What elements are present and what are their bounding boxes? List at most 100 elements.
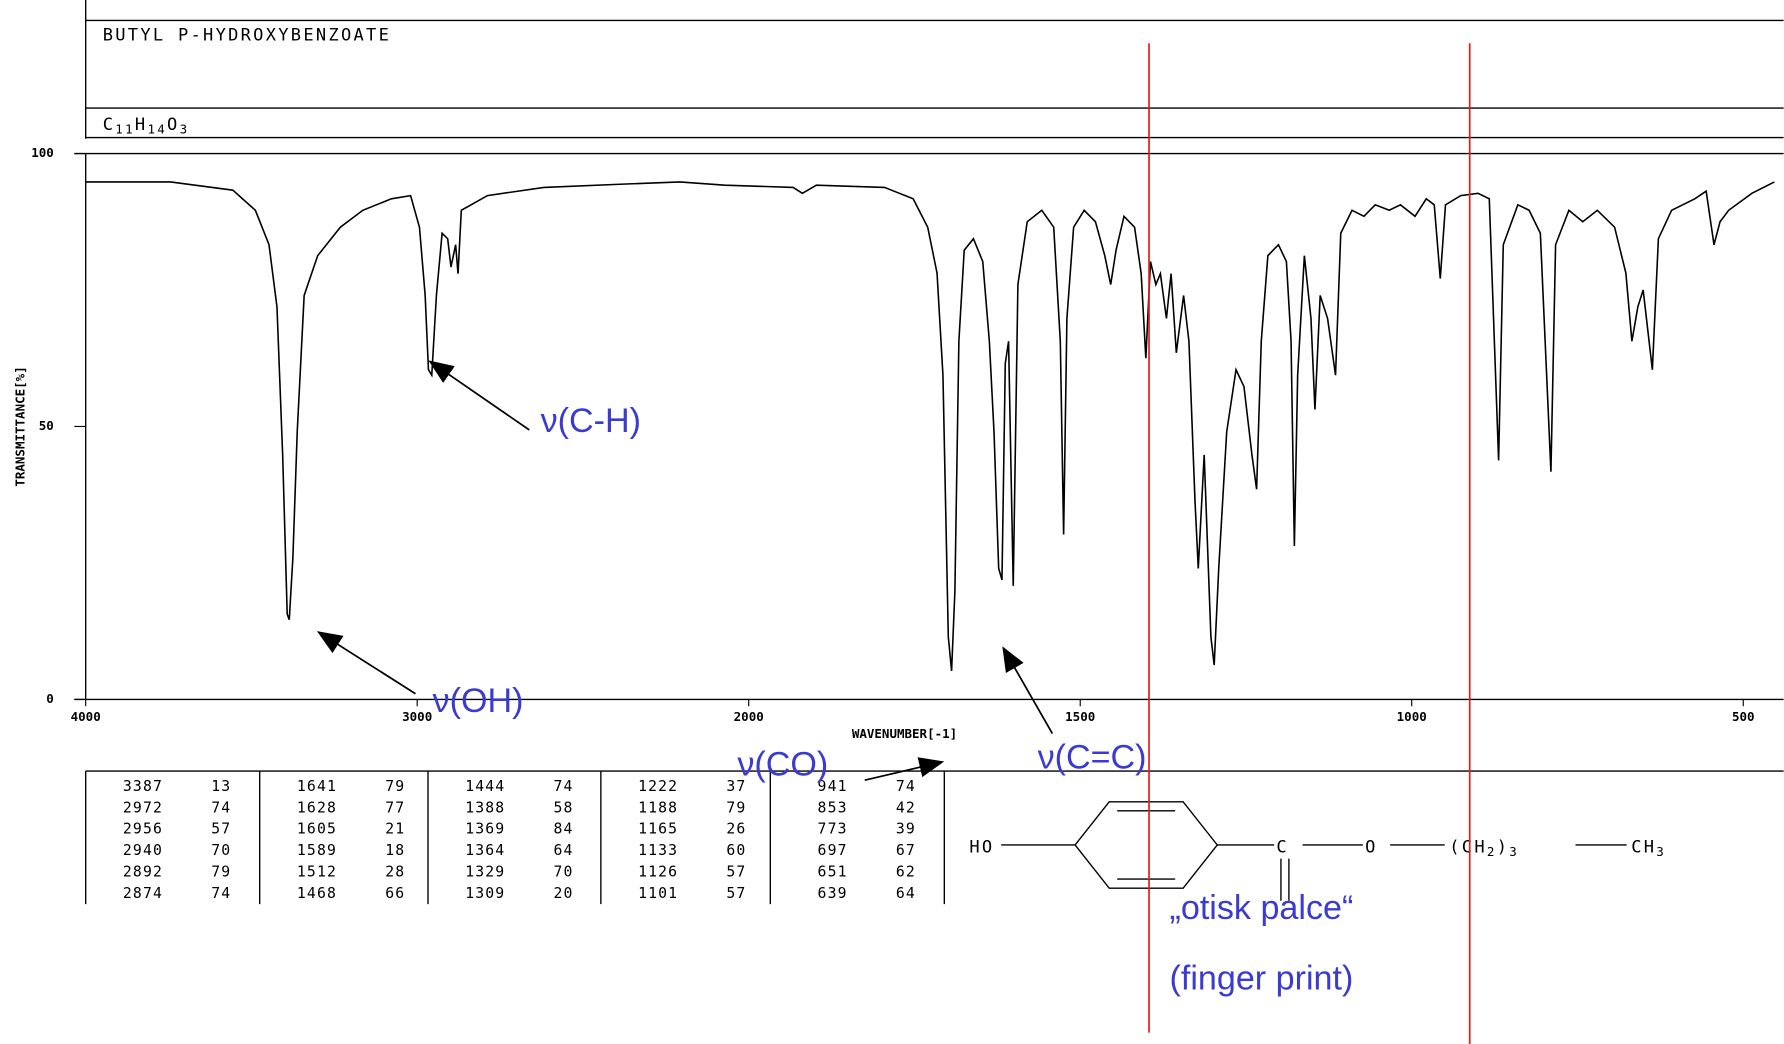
table-cell: 66 bbox=[385, 885, 405, 902]
table-cell: 1222 bbox=[638, 778, 678, 795]
y-tick-label: 100 bbox=[31, 145, 54, 160]
peak-table: 3387 13 1641 79 1444 74 1222 37 941 74 2972 74 1628 7… bbox=[85, 770, 1784, 905]
structure-part: ) bbox=[1497, 837, 1510, 857]
annotation: (finger print) bbox=[1169, 959, 1353, 997]
table-cell: 2956 bbox=[123, 821, 163, 838]
table-cell: 2972 bbox=[123, 799, 163, 816]
table-cell: 64 bbox=[896, 885, 916, 902]
table-cell: 74 bbox=[211, 799, 231, 816]
x-tick-label: 1000 bbox=[1397, 709, 1427, 724]
annotation: ν(CO) bbox=[737, 746, 828, 784]
y-tick-label: 50 bbox=[39, 418, 54, 433]
table-cell: 1329 bbox=[465, 864, 505, 881]
structure: HO C O (CH2)3 CH3 bbox=[969, 801, 1666, 901]
table-cell: 1589 bbox=[297, 842, 337, 859]
structure-sub: 3 bbox=[1509, 843, 1519, 858]
table-cell: 1468 bbox=[297, 885, 337, 902]
compound-name: BUTYL P-HYDROXYBENZOATE bbox=[103, 25, 391, 45]
x-tick-label: 4000 bbox=[71, 709, 101, 724]
formula-part: H bbox=[135, 115, 148, 135]
annotation: ν(C=C) bbox=[1038, 739, 1147, 777]
y-axis-label: TRANSMITTANCE[%] bbox=[12, 366, 27, 486]
structure-part: CH bbox=[1631, 837, 1656, 857]
table-cell: 74 bbox=[896, 778, 916, 795]
table-cell: 1641 bbox=[297, 778, 337, 795]
arrow bbox=[1002, 646, 1054, 734]
structure-sub: 2 bbox=[1487, 843, 1497, 858]
annotation: „otisk palce“ bbox=[1169, 889, 1353, 927]
x-tick-label: 2000 bbox=[734, 709, 764, 724]
table-cell: 64 bbox=[554, 842, 574, 859]
table-cell: 42 bbox=[896, 799, 916, 816]
table-cell: 1101 bbox=[638, 885, 678, 902]
table-cell: 2892 bbox=[123, 864, 163, 881]
formula-sub: 11 bbox=[115, 121, 135, 136]
table-cell: 639 bbox=[818, 885, 848, 902]
table-cell: 1444 bbox=[465, 778, 505, 795]
table-cell: 62 bbox=[896, 864, 916, 881]
table-cell: 79 bbox=[385, 778, 405, 795]
spectrum-line bbox=[85, 181, 1775, 672]
header: BUTYL P-HYDROXYBENZOATE C11H14O3 bbox=[85, 0, 1784, 139]
table-cell: 1388 bbox=[465, 799, 505, 816]
y-tick-label: 0 bbox=[46, 691, 54, 706]
table-cell: 21 bbox=[385, 821, 405, 838]
table-cell: 74 bbox=[211, 885, 231, 902]
table-cell: 1512 bbox=[297, 864, 337, 881]
table-cell: 3387 bbox=[123, 778, 163, 795]
table-cell: 1133 bbox=[638, 842, 678, 859]
table-cell: 1369 bbox=[465, 821, 505, 838]
formula: C11H14O3 bbox=[103, 115, 190, 136]
table-cell: 1309 bbox=[465, 885, 505, 902]
table-cell: 1364 bbox=[465, 842, 505, 859]
plot: 4000 3000 2000 1500 1000 500 0 50 100 bbox=[31, 145, 1775, 724]
table-cell: 28 bbox=[385, 864, 405, 881]
structure-label: (CH2)3 bbox=[1449, 837, 1519, 858]
x-tick-label: 500 bbox=[1732, 709, 1755, 724]
structure-part: (CH bbox=[1449, 837, 1487, 857]
table-cell: 941 bbox=[818, 778, 848, 795]
structure-label: HO bbox=[969, 837, 994, 857]
table-cell: 77 bbox=[385, 799, 405, 816]
arrow bbox=[864, 757, 945, 781]
table-cell: 2940 bbox=[123, 842, 163, 859]
table-cell: 853 bbox=[818, 799, 848, 816]
table-cell: 37 bbox=[726, 778, 746, 795]
x-tick-label: 3000 bbox=[402, 709, 432, 724]
table-cell: 1628 bbox=[297, 799, 337, 816]
table-cell: 74 bbox=[554, 778, 574, 795]
table-cell: 697 bbox=[818, 842, 848, 859]
table-cell: 58 bbox=[554, 799, 574, 816]
table-cell: 79 bbox=[726, 799, 746, 816]
formula-part: O bbox=[167, 115, 180, 135]
structure-label: C bbox=[1276, 837, 1289, 857]
formula-sub: 14 bbox=[147, 121, 167, 136]
x-tick-label: 1500 bbox=[1065, 709, 1095, 724]
table-cell: 70 bbox=[554, 864, 574, 881]
structure-label: CH3 bbox=[1631, 837, 1666, 858]
table-cell: 60 bbox=[726, 842, 746, 859]
table-cell: 39 bbox=[896, 821, 916, 838]
table-cell: 26 bbox=[726, 821, 746, 838]
table-cell: 84 bbox=[554, 821, 574, 838]
table-cell: 57 bbox=[726, 885, 746, 902]
annotation: ν(C-H) bbox=[541, 402, 641, 440]
annotation: ν(OH) bbox=[433, 682, 524, 720]
structure-label: O bbox=[1365, 837, 1378, 857]
table-cell: 18 bbox=[385, 842, 405, 859]
table-cell: 2874 bbox=[123, 885, 163, 902]
arrow bbox=[428, 360, 530, 431]
formula-part: C bbox=[103, 115, 116, 135]
table-cell: 773 bbox=[818, 821, 848, 838]
table-cell: 57 bbox=[726, 864, 746, 881]
table-cell: 651 bbox=[818, 864, 848, 881]
table-cell: 57 bbox=[211, 821, 231, 838]
x-axis-label: WAVENUMBER[-1] bbox=[852, 726, 957, 741]
formula-sub: 3 bbox=[180, 121, 190, 136]
table-cell: 79 bbox=[211, 864, 231, 881]
table-cell: 1165 bbox=[638, 821, 678, 838]
table-cell: 1126 bbox=[638, 864, 678, 881]
table-cell: 20 bbox=[554, 885, 574, 902]
